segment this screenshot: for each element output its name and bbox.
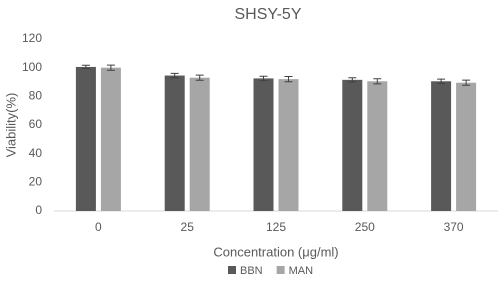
y-tick-label: 80 bbox=[29, 89, 43, 103]
y-tick-label: 120 bbox=[22, 31, 42, 45]
error-bar bbox=[170, 72, 179, 79]
y-axis-label: Viability(%) bbox=[3, 93, 18, 158]
x-tick-label: 250 bbox=[355, 220, 375, 234]
x-tick-label: 125 bbox=[266, 220, 286, 234]
y-tick-label: 40 bbox=[29, 146, 43, 160]
bar bbox=[164, 75, 185, 211]
error-bar bbox=[259, 75, 268, 82]
x-tick-label: 25 bbox=[181, 220, 195, 234]
y-tick-label: 100 bbox=[22, 60, 42, 74]
error-bar bbox=[437, 78, 446, 84]
error-bar bbox=[81, 64, 90, 70]
bar bbox=[189, 77, 210, 211]
bar bbox=[456, 82, 477, 211]
error-bar bbox=[195, 74, 204, 81]
y-tick-label: 0 bbox=[35, 203, 42, 217]
bar bbox=[342, 79, 363, 211]
legend-label: MAN bbox=[289, 265, 314, 277]
bar bbox=[253, 78, 274, 212]
error-bar bbox=[462, 79, 471, 86]
bar bbox=[278, 79, 299, 211]
legend-swatch bbox=[228, 266, 236, 274]
error-bar bbox=[106, 64, 115, 71]
y-tick-label: 60 bbox=[29, 117, 43, 131]
x-tick-label: 0 bbox=[95, 220, 102, 234]
y-tick-label: 20 bbox=[29, 175, 43, 189]
chart-title: SHSY-5Y bbox=[235, 6, 302, 23]
bar bbox=[100, 67, 121, 212]
x-axis-label: Concentration (μg/ml) bbox=[213, 244, 338, 259]
error-bar bbox=[373, 78, 382, 85]
legend-swatch bbox=[276, 266, 285, 274]
error-bar bbox=[348, 77, 357, 83]
error-bar bbox=[284, 76, 293, 83]
bar bbox=[431, 81, 452, 212]
legend-label: BBN bbox=[240, 265, 263, 277]
x-tick-label: 370 bbox=[444, 220, 464, 234]
bar bbox=[75, 66, 96, 211]
bar bbox=[367, 81, 388, 212]
